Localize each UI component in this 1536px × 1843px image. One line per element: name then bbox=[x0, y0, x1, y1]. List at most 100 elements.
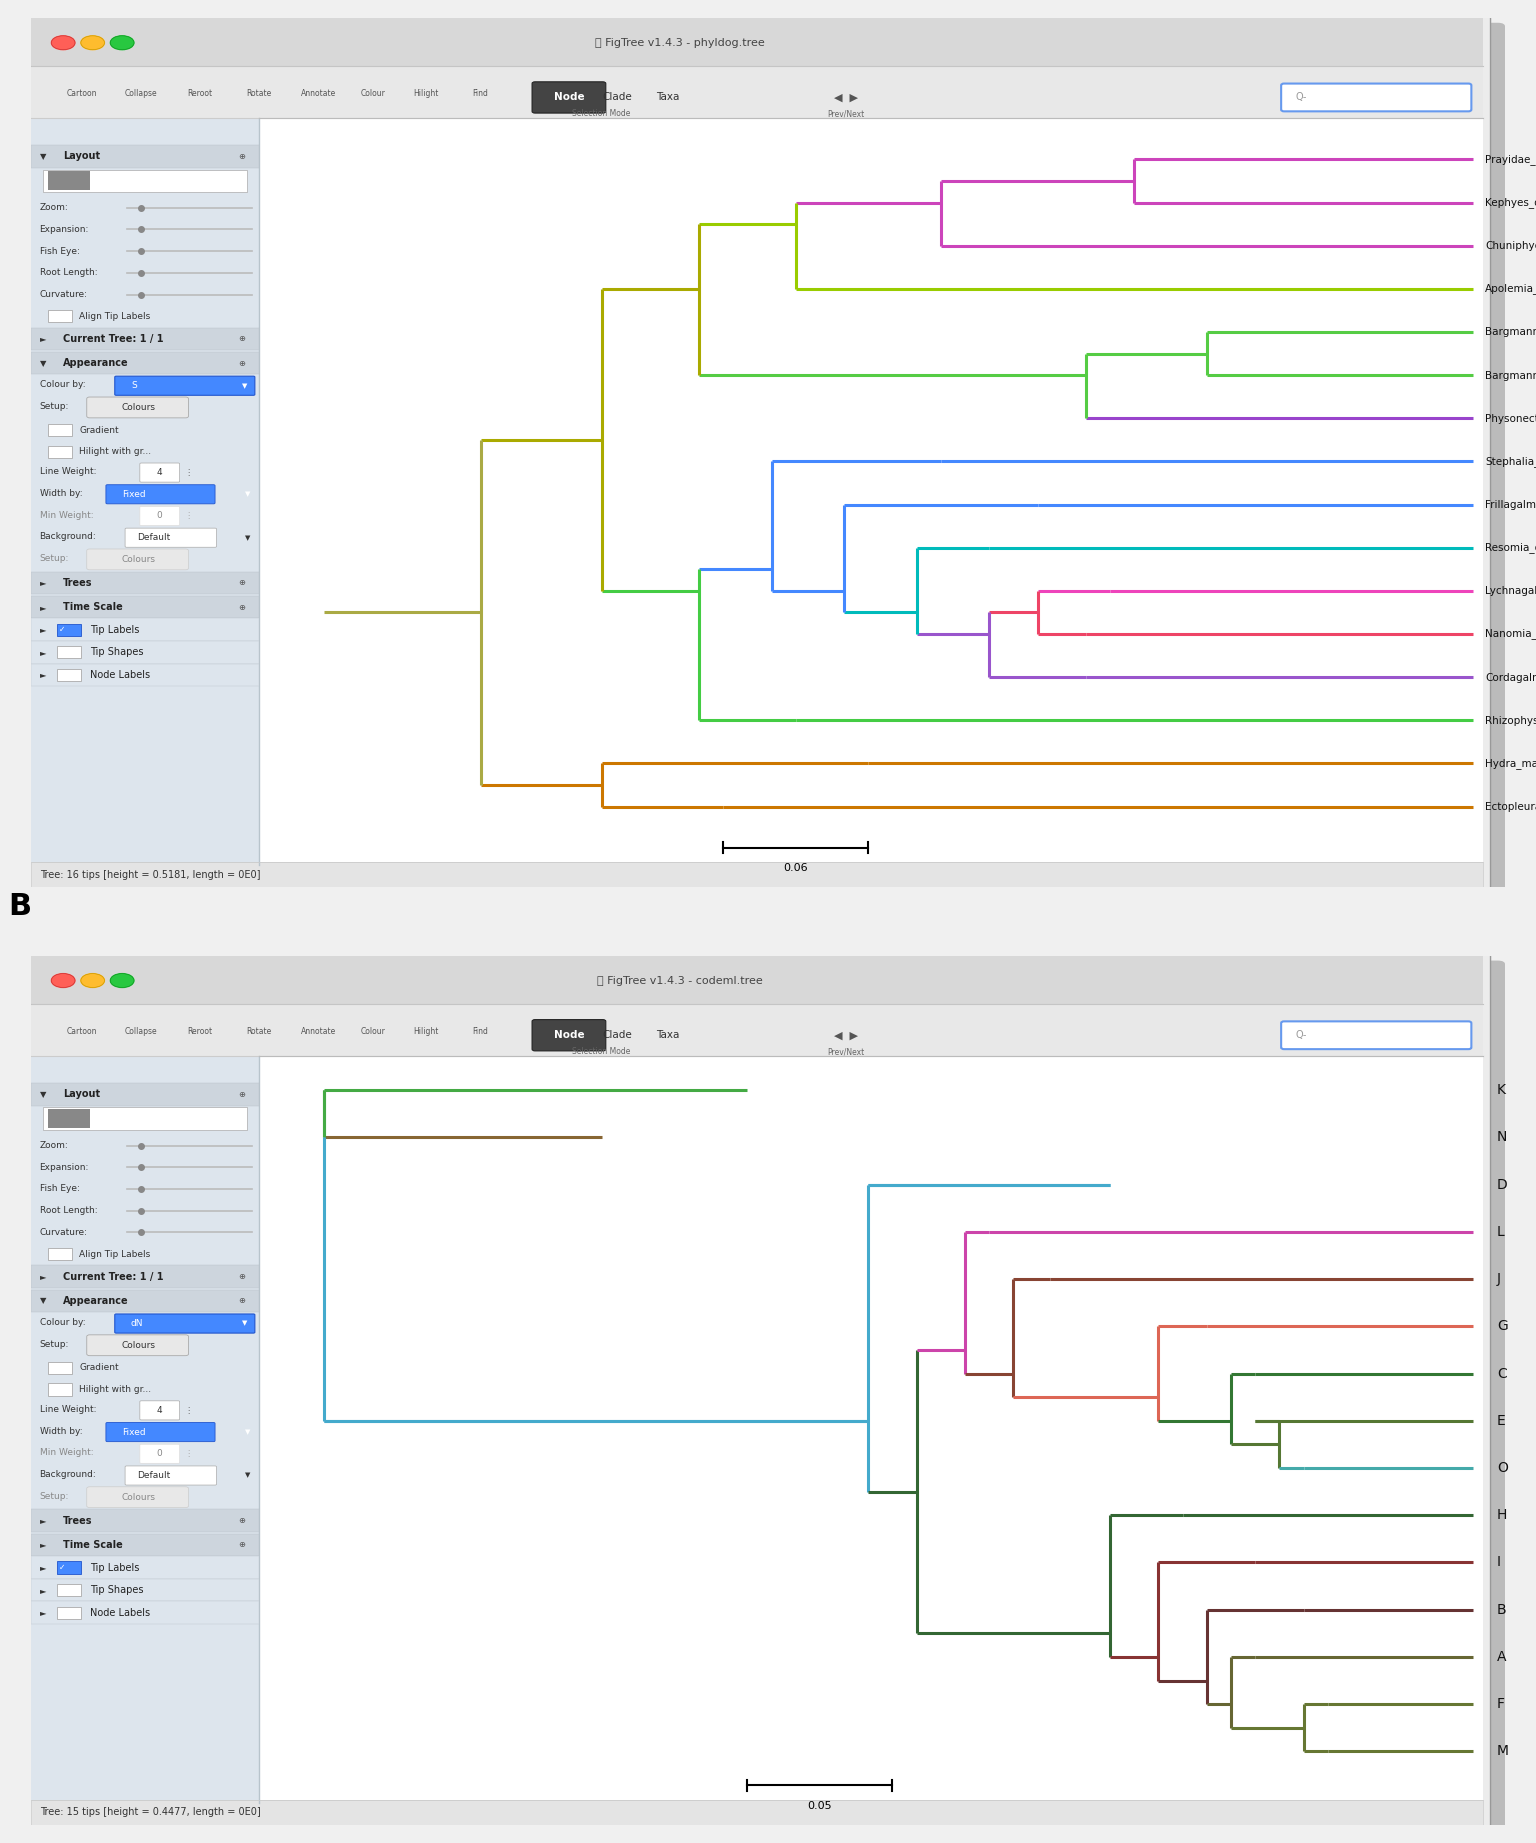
Bar bbox=[31, 118, 260, 864]
Text: Colours: Colours bbox=[121, 404, 155, 413]
Text: F: F bbox=[1498, 1697, 1505, 1710]
Text: Colour by:: Colour by: bbox=[40, 1318, 84, 1327]
Text: Time Scale: Time Scale bbox=[63, 1541, 123, 1550]
Text: ⊕: ⊕ bbox=[238, 359, 246, 367]
Text: Layout: Layout bbox=[63, 151, 100, 162]
Bar bbox=[31, 1533, 260, 1555]
Text: ⊕: ⊕ bbox=[238, 1296, 246, 1305]
Text: Current Tree: 1 / 1: Current Tree: 1 / 1 bbox=[63, 334, 164, 345]
Bar bbox=[31, 1004, 1484, 1056]
Text: Root Length:: Root Length: bbox=[40, 1205, 97, 1215]
Circle shape bbox=[81, 973, 104, 988]
FancyBboxPatch shape bbox=[23, 951, 1490, 1828]
Text: Cartoon: Cartoon bbox=[68, 88, 98, 98]
FancyBboxPatch shape bbox=[140, 463, 180, 483]
Text: ▼: ▼ bbox=[244, 534, 250, 540]
Text: Selection Mode: Selection Mode bbox=[573, 109, 631, 118]
Text: ▼: ▼ bbox=[244, 1428, 250, 1436]
Text: Tree: 15 tips [height = 0.4477, length = 0E0]: Tree: 15 tips [height = 0.4477, length =… bbox=[40, 1808, 260, 1817]
Text: ►: ► bbox=[40, 603, 46, 612]
Text: Colour: Colour bbox=[361, 1027, 386, 1036]
Bar bbox=[31, 641, 260, 663]
Text: Current Tree: 1 / 1: Current Tree: 1 / 1 bbox=[63, 1272, 164, 1281]
Text: ►: ► bbox=[40, 671, 46, 680]
Bar bbox=[31, 1579, 260, 1602]
Bar bbox=[31, 66, 1484, 118]
Bar bbox=[31, 328, 260, 350]
Text: Hilight: Hilight bbox=[413, 1027, 439, 1036]
Text: Node Labels: Node Labels bbox=[89, 669, 151, 680]
Text: Fish Eye:: Fish Eye: bbox=[40, 247, 80, 256]
Text: ▼: ▼ bbox=[40, 151, 46, 160]
Text: Q-: Q- bbox=[1296, 1030, 1307, 1039]
Text: Selection Mode: Selection Mode bbox=[573, 1047, 631, 1056]
Text: ▼: ▼ bbox=[40, 359, 46, 367]
Text: ✓: ✓ bbox=[58, 625, 65, 634]
Text: ⋮: ⋮ bbox=[184, 1449, 192, 1458]
FancyBboxPatch shape bbox=[31, 22, 1505, 896]
Text: Width by:: Width by: bbox=[40, 488, 83, 498]
Text: Q-: Q- bbox=[1296, 92, 1307, 103]
Text: Hydra_magnipapillata@52244: Hydra_magnipapillata@52244 bbox=[1485, 757, 1536, 769]
Circle shape bbox=[51, 35, 75, 50]
Text: Collapse: Collapse bbox=[124, 88, 158, 98]
Bar bbox=[49, 1109, 89, 1128]
Text: O: O bbox=[1498, 1461, 1508, 1474]
FancyBboxPatch shape bbox=[31, 960, 1505, 1834]
Text: Nanomia_bijuga@717864: Nanomia_bijuga@717864 bbox=[1485, 628, 1536, 640]
Bar bbox=[31, 352, 260, 374]
Text: Zoom:: Zoom: bbox=[40, 203, 68, 212]
Text: ►: ► bbox=[40, 649, 46, 656]
Text: J: J bbox=[1498, 1272, 1501, 1286]
Bar bbox=[57, 1583, 81, 1596]
Bar bbox=[260, 118, 1484, 863]
Bar bbox=[49, 424, 72, 437]
Text: L: L bbox=[1498, 1226, 1505, 1238]
Text: Background:: Background: bbox=[40, 533, 97, 542]
Text: ▼: ▼ bbox=[244, 1473, 250, 1478]
FancyBboxPatch shape bbox=[124, 1465, 217, 1485]
Text: Find: Find bbox=[473, 88, 488, 98]
FancyBboxPatch shape bbox=[23, 15, 1490, 892]
Text: Fixed: Fixed bbox=[123, 1428, 146, 1436]
FancyBboxPatch shape bbox=[124, 529, 217, 547]
Text: 0: 0 bbox=[157, 512, 161, 520]
Text: Curvature:: Curvature: bbox=[40, 1227, 88, 1237]
Text: Taxa: Taxa bbox=[656, 1030, 679, 1039]
Text: Chuniphyes_multidentata@1277217: Chuniphyes_multidentata@1277217 bbox=[1485, 240, 1536, 251]
Text: ◀  ▶: ◀ ▶ bbox=[834, 92, 859, 103]
Text: Appearance: Appearance bbox=[63, 1296, 129, 1307]
Bar bbox=[57, 647, 81, 658]
FancyBboxPatch shape bbox=[86, 1334, 189, 1356]
Text: Root Length:: Root Length: bbox=[40, 269, 97, 276]
Text: Tree: 16 tips [height = 0.5181, length = 0E0]: Tree: 16 tips [height = 0.5181, length =… bbox=[40, 870, 260, 879]
Bar bbox=[31, 619, 260, 641]
Text: Bargmannia_amoena@263997: Bargmannia_amoena@263997 bbox=[1485, 326, 1536, 337]
Text: 4: 4 bbox=[157, 1406, 161, 1415]
Text: Tip Labels: Tip Labels bbox=[89, 625, 140, 634]
Text: Tip Shapes: Tip Shapes bbox=[89, 647, 143, 658]
FancyBboxPatch shape bbox=[531, 81, 605, 112]
Text: ►: ► bbox=[40, 1609, 46, 1616]
Text: Annotate: Annotate bbox=[301, 1027, 336, 1036]
Text: Line Weight:: Line Weight: bbox=[40, 468, 97, 475]
Text: Gradient: Gradient bbox=[80, 426, 118, 435]
Text: Physonect_sp_@2066767: Physonect_sp_@2066767 bbox=[1485, 413, 1536, 424]
Circle shape bbox=[111, 35, 134, 50]
Text: Trees: Trees bbox=[63, 579, 92, 588]
Text: Stephalia_dilata@2960089: Stephalia_dilata@2960089 bbox=[1485, 455, 1536, 466]
FancyBboxPatch shape bbox=[106, 1423, 215, 1441]
Text: 0.05: 0.05 bbox=[808, 1801, 833, 1812]
Text: ►: ► bbox=[40, 1585, 46, 1594]
Text: Reroot: Reroot bbox=[187, 1027, 214, 1036]
Bar bbox=[31, 1266, 260, 1288]
Text: Rhizophysa_filiformis@3073669: Rhizophysa_filiformis@3073669 bbox=[1485, 715, 1536, 726]
Text: ⊕: ⊕ bbox=[238, 334, 246, 343]
Text: Colours: Colours bbox=[121, 1340, 155, 1349]
Bar bbox=[31, 1084, 260, 1106]
Text: Cordagalma_sp_@1525873: Cordagalma_sp_@1525873 bbox=[1485, 671, 1536, 682]
Text: Expansion:: Expansion: bbox=[40, 1163, 89, 1172]
Text: ⋮: ⋮ bbox=[184, 1406, 192, 1415]
Text: Colour by:: Colour by: bbox=[40, 380, 84, 389]
Bar bbox=[31, 595, 260, 619]
